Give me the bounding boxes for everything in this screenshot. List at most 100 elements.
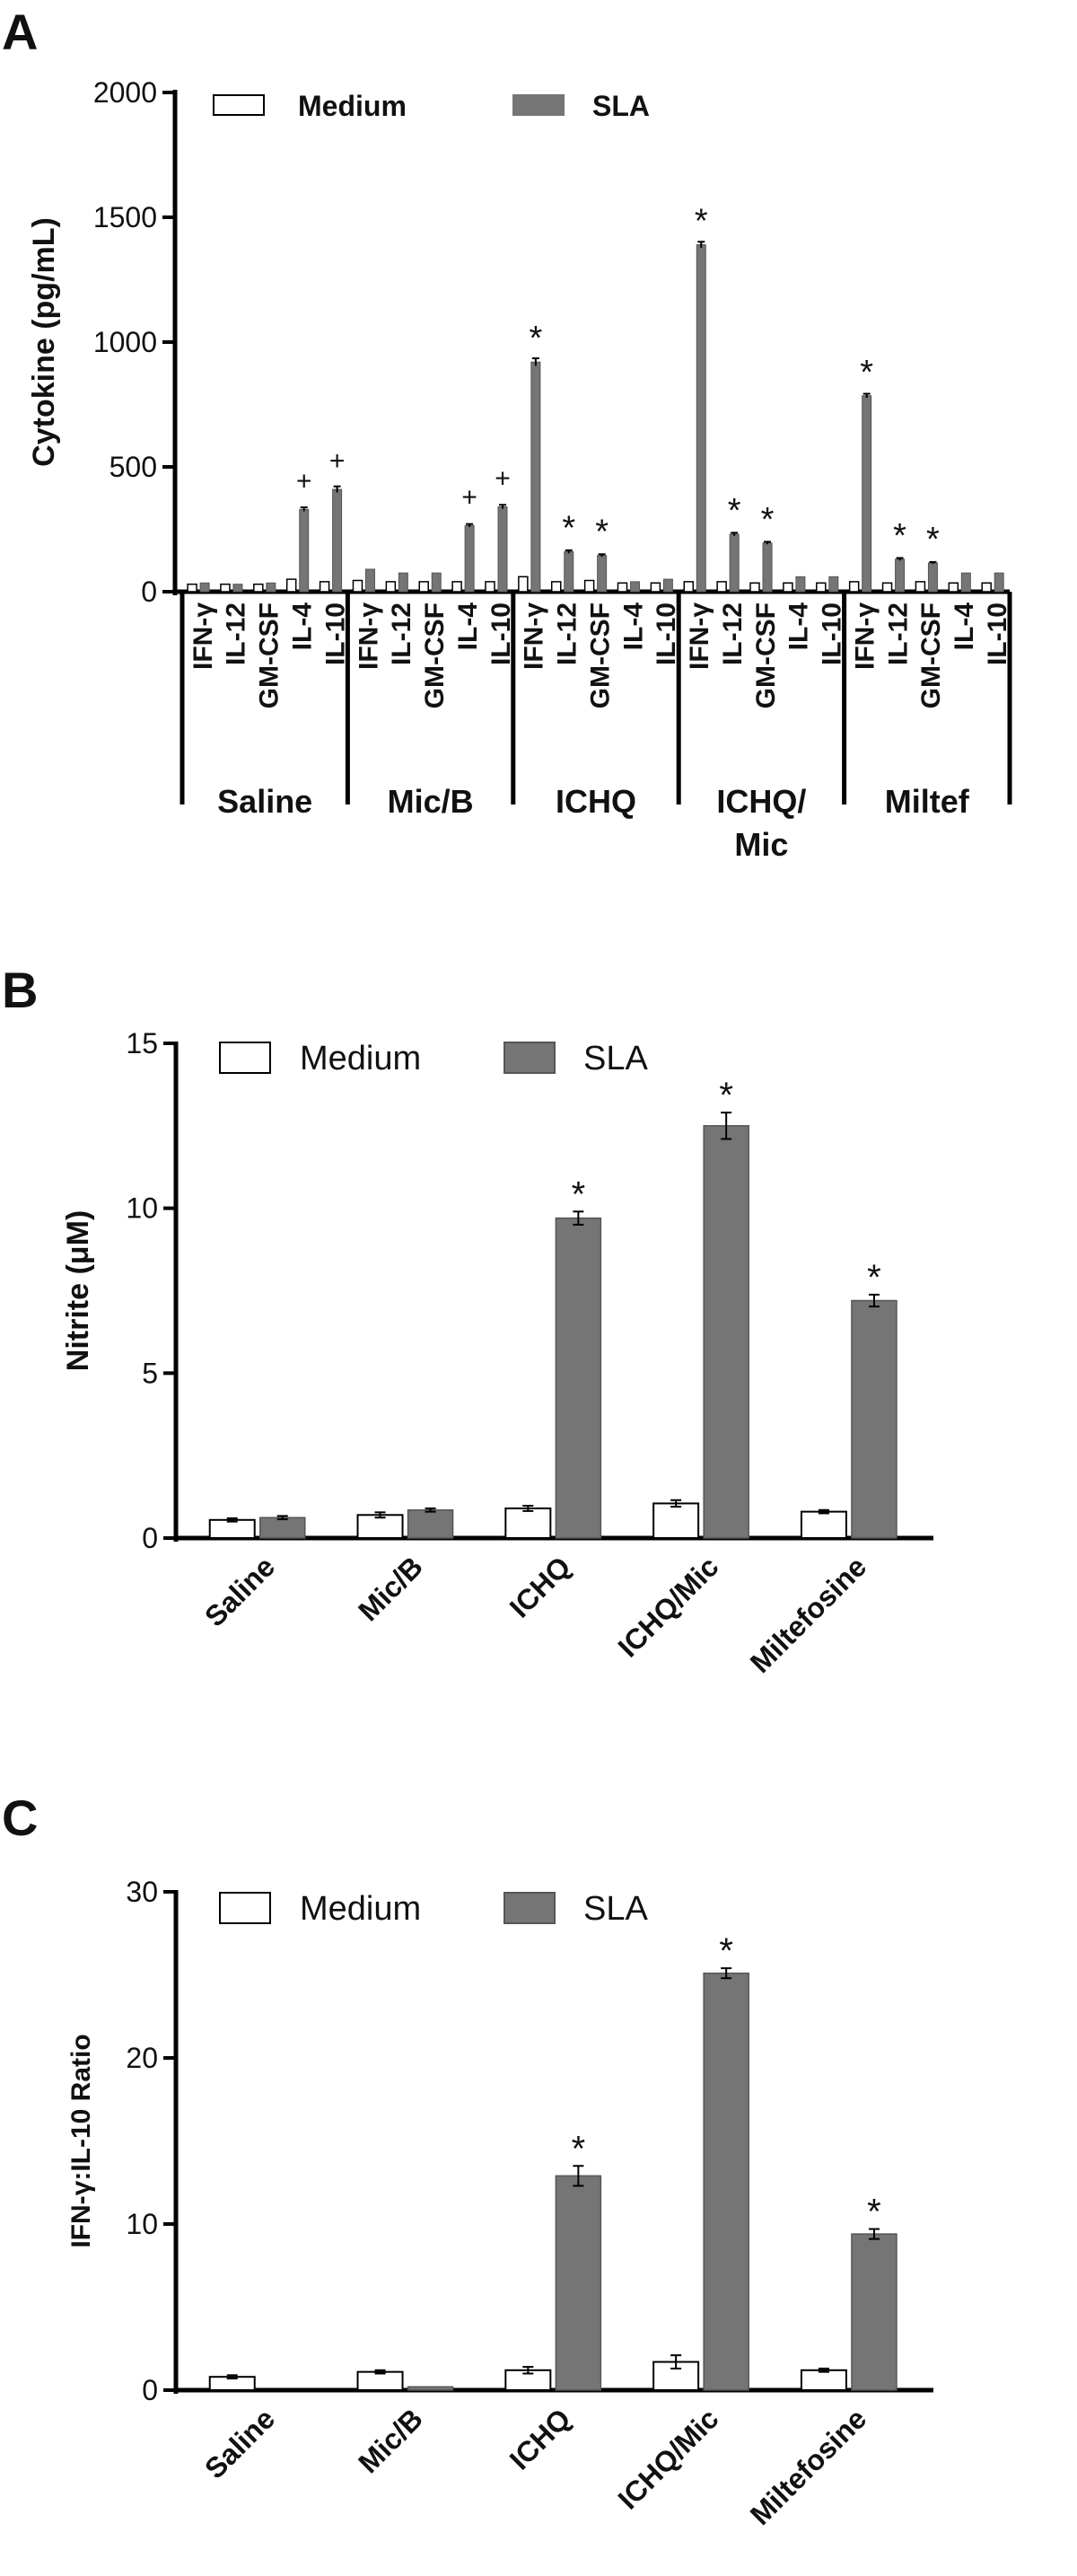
significance-star: * [761, 501, 775, 539]
bar-medium [518, 576, 529, 593]
y-tick-label: 5 [142, 1357, 158, 1389]
bar-sla [464, 524, 475, 593]
x-tick-label: Miltefosine [744, 1550, 873, 1679]
bar-medium [800, 2369, 847, 2392]
bar-medium [253, 583, 264, 593]
significance-plus: + [329, 446, 346, 476]
x-tick-label: GM-CSF [751, 602, 781, 708]
x-tick-label: ICHQ/Mic [611, 1550, 724, 1663]
significance-star: * [719, 1931, 733, 1971]
group-label: Mic/B [388, 783, 474, 820]
panel-a: A 0 500 1000 1500 2000 Cytokine (pg/mL) Medium S… [2, 4, 1012, 863]
group-label: Miltef [885, 783, 970, 820]
bar-sla [232, 584, 243, 593]
x-tick-label: IL-12 [387, 602, 416, 665]
bar-sla [199, 582, 210, 593]
bar-medium [356, 1514, 404, 1539]
bar-sla [862, 395, 872, 593]
significance-plus: + [495, 463, 511, 493]
bar-medium [285, 578, 297, 593]
bar-sla [530, 361, 541, 593]
significance-star: * [595, 514, 609, 551]
significance-plus: + [296, 466, 312, 496]
bar-medium [451, 581, 462, 593]
bar-sla [927, 562, 938, 593]
bar-medium [783, 582, 793, 593]
x-tick-label: Saline [198, 1550, 281, 1632]
significance-star: * [893, 517, 906, 555]
panel-letter-b: B [2, 962, 38, 1018]
bar-sla [497, 506, 508, 593]
bar-sla [407, 2386, 454, 2391]
y-tick-label: 0 [142, 1522, 158, 1554]
bar-sla [662, 578, 673, 593]
bar-sla [564, 551, 574, 593]
x-tick-label: GM-CSF [585, 602, 615, 708]
y-tick-label: 0 [142, 2374, 158, 2406]
bar-medium [220, 583, 231, 593]
legend-label-medium: Medium [298, 90, 407, 122]
x-tick-label: IL-4 [950, 602, 979, 651]
group-label: Mic [734, 826, 788, 863]
x-tick-label: IFN-γ [354, 602, 383, 670]
y-tick-label: 0 [141, 576, 157, 608]
bar-sla [828, 576, 839, 593]
bar-medium [319, 581, 330, 593]
y-axis-title: IFN-γ:IL-10 Ratio [66, 2034, 96, 2247]
legend-label-medium: Medium [300, 1890, 421, 1928]
significance-star: * [562, 510, 575, 548]
x-tick-label: IL-10 [983, 602, 1012, 665]
bar-medium [617, 582, 628, 593]
bar-medium [418, 581, 429, 593]
bar-medium [356, 2370, 404, 2391]
bar-medium [385, 581, 397, 593]
legend-label-sla: SLA [592, 90, 650, 122]
significance-star: * [860, 354, 873, 391]
x-tick-label: GM-CSF [420, 602, 450, 708]
bar-medium [583, 579, 595, 593]
y-tick-label: 10 [126, 2208, 158, 2240]
x-tick-label: ICHQ/Mic [611, 2402, 724, 2515]
bar-sla [364, 568, 375, 593]
y-tick-label: 1500 [93, 201, 157, 233]
significance-star: * [572, 2129, 586, 2168]
x-tick-label: IL-12 [553, 602, 582, 665]
bar-sla [431, 572, 442, 593]
bar-medium [504, 1507, 552, 1539]
x-tick-label: IL-10 [486, 602, 516, 665]
x-tick-label: Mic/B [352, 1550, 429, 1627]
group-label: Saline [217, 783, 312, 820]
legend-swatch-medium [219, 1892, 271, 1924]
y-tick-label: 20 [126, 2042, 158, 2074]
bar-medium [485, 581, 495, 593]
y-tick-label: 1000 [93, 326, 157, 358]
bar-medium [187, 583, 197, 593]
bar-medium [683, 581, 695, 593]
x-tick-label: IL-10 [818, 602, 847, 665]
bar-sla [630, 581, 641, 593]
x-tick-label: IFN-γ [685, 602, 714, 670]
legend-swatch-sla [503, 1892, 556, 1924]
bar-sla [597, 555, 608, 593]
y-tick-label: 15 [126, 1027, 158, 1059]
bar-sla [407, 1509, 454, 1539]
bar-sla [259, 1517, 306, 1539]
x-tick-label: ICHQ [503, 1550, 577, 1623]
significance-star: * [728, 492, 741, 530]
bar-sla [398, 572, 408, 593]
x-tick-label: IL-12 [222, 602, 251, 665]
bar-sla [994, 572, 1004, 593]
bar-medium [981, 582, 992, 593]
bar-medium [716, 581, 727, 593]
bar-sla [555, 1217, 602, 1539]
bar-medium [749, 582, 760, 593]
y-axis-title: Nitrite (μM) [61, 1210, 95, 1371]
bar-medium [948, 582, 959, 593]
significance-star: * [572, 1174, 586, 1214]
bar-medium [652, 1502, 700, 1540]
y-tick-label: 10 [126, 1192, 158, 1225]
y-axis-title: Cytokine (pg/mL) [27, 217, 61, 467]
bar-medium [800, 1510, 847, 1539]
x-tick-label: GM-CSF [255, 602, 285, 708]
